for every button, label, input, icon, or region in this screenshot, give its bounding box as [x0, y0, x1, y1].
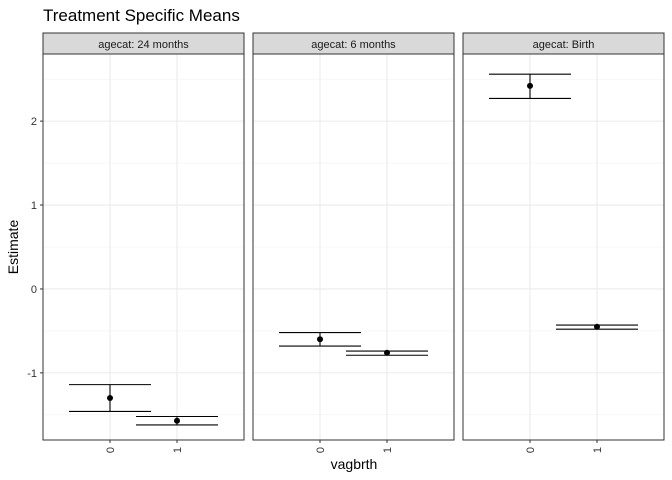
- estimate-point: [317, 336, 323, 343]
- y-tick-label: -1: [27, 368, 37, 380]
- y-axis-title: Estimate: [5, 220, 21, 275]
- estimate-point: [384, 349, 390, 356]
- estimate-point: [174, 417, 180, 424]
- facet-strip-label: agecat: 24 months: [98, 39, 189, 51]
- x-tick-label: 1: [172, 447, 184, 453]
- facet-panel: agecat: 24 months 0 1: [42, 32, 245, 453]
- y-tick-label: 1: [31, 200, 37, 212]
- chart-title: Treatment Specific Means: [43, 6, 240, 25]
- x-tick-label: 0: [525, 447, 537, 453]
- estimate-point: [594, 323, 600, 330]
- y-tick-label: 2: [31, 116, 37, 128]
- x-axis-title: vagbrth: [331, 456, 378, 472]
- facet-panel: agecat: 6 months 0 1: [252, 32, 455, 453]
- panel-border: [462, 53, 665, 441]
- x-tick-label: 1: [382, 447, 394, 453]
- panel-border: [252, 53, 455, 441]
- y-tick-label: 0: [31, 284, 37, 296]
- y-axis: -1 0 1 2: [27, 116, 43, 380]
- x-tick-label: 0: [105, 447, 117, 453]
- facet-strip-label: agecat: Birth: [533, 39, 595, 51]
- panel-border: [42, 53, 245, 441]
- facet-panel: agecat: Birth 0 1: [462, 32, 665, 453]
- x-tick-label: 0: [315, 447, 327, 453]
- estimate-point: [107, 395, 113, 402]
- facet-strip-label: agecat: 6 months: [311, 39, 396, 51]
- x-tick-label: 1: [592, 447, 604, 453]
- estimate-point: [527, 82, 533, 89]
